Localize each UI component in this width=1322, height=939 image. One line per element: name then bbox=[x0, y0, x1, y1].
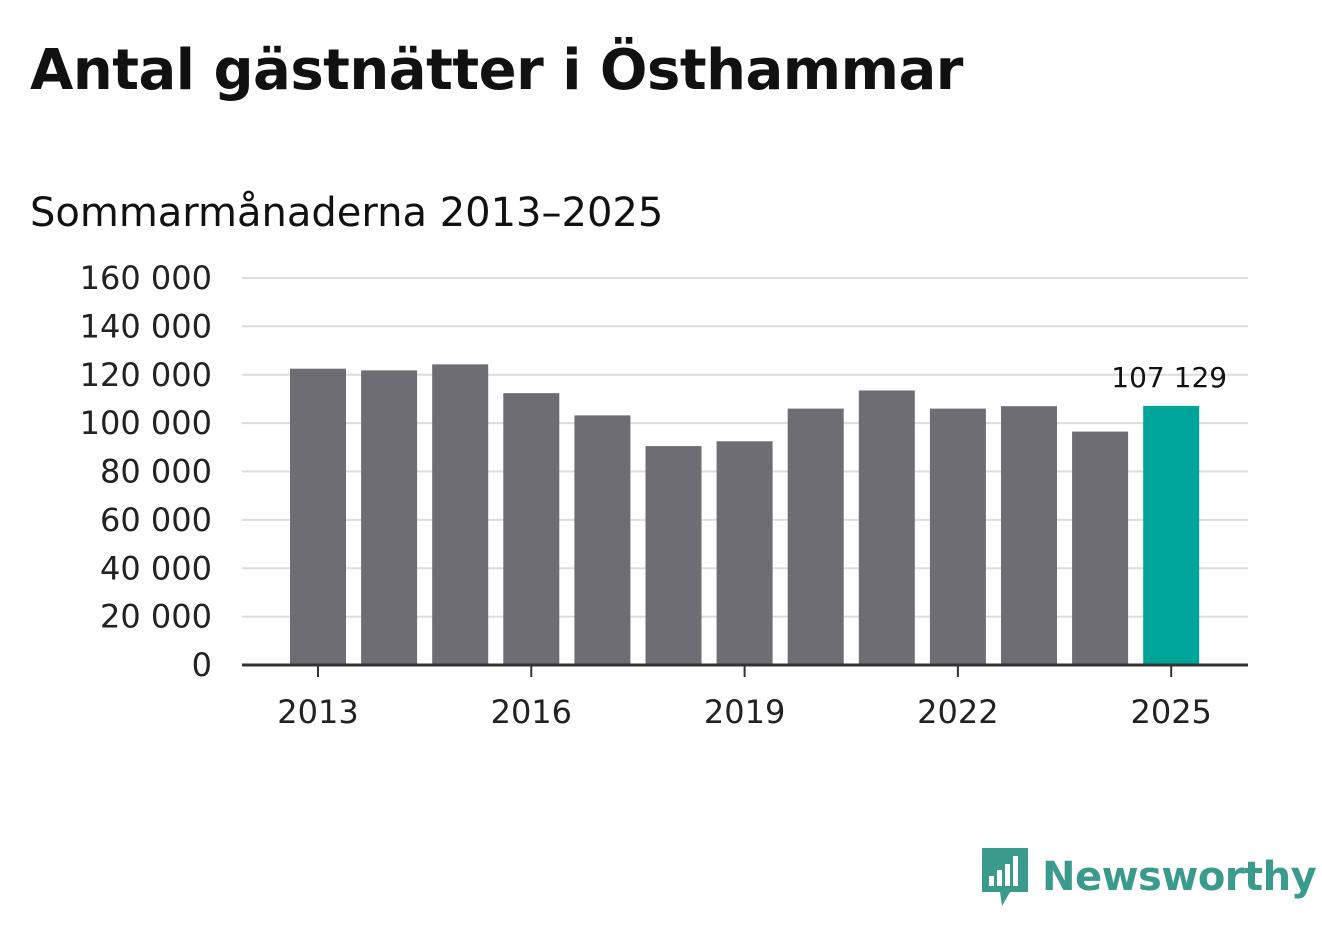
x-axis-ticks: 2013 2016 2019 2022 2025 bbox=[277, 665, 1212, 731]
y-tick-label: 60 000 bbox=[100, 501, 212, 539]
x-tick-label: 2022 bbox=[917, 693, 998, 731]
logo-text: Newsworthy bbox=[1042, 854, 1317, 900]
bar-2014 bbox=[361, 370, 418, 665]
bar-2016 bbox=[503, 393, 560, 665]
bars bbox=[290, 364, 1200, 665]
y-tick-label: 140 000 bbox=[80, 307, 212, 345]
chart-title: Antal gästnätter i Östhammar bbox=[30, 38, 963, 103]
bar-2019 bbox=[716, 441, 773, 665]
x-tick-label: 2025 bbox=[1130, 693, 1211, 731]
chart-subtitle: Sommarmånaderna 2013–2025 bbox=[30, 190, 664, 236]
bar-2025 bbox=[1143, 405, 1200, 665]
bar-2015 bbox=[432, 364, 489, 665]
bar-2024 bbox=[1072, 431, 1129, 665]
data-label-highlight: 107 129 bbox=[1111, 361, 1227, 394]
newsworthy-logo-icon bbox=[982, 848, 1028, 906]
y-tick-label: 20 000 bbox=[100, 598, 212, 636]
y-tick-label: 0 bbox=[192, 646, 212, 684]
y-tick-label: 100 000 bbox=[80, 404, 212, 442]
bar-2020 bbox=[787, 408, 844, 665]
bar-2022 bbox=[929, 408, 986, 665]
data-labels: 107 129 bbox=[1111, 361, 1227, 394]
y-axis-ticks: 0 20 000 40 000 60 000 80 000 100 000 120 000 1… bbox=[80, 259, 212, 684]
x-tick-label: 2016 bbox=[491, 693, 572, 731]
x-tick-label: 2019 bbox=[704, 693, 785, 731]
bar-2017 bbox=[574, 415, 631, 665]
y-tick-label: 160 000 bbox=[80, 259, 212, 297]
y-tick-label: 40 000 bbox=[100, 549, 212, 587]
newsworthy-logo: Newsworthy bbox=[980, 846, 1317, 908]
x-tick-label: 2013 bbox=[277, 693, 358, 731]
bar-2013 bbox=[290, 368, 346, 665]
bar-2023 bbox=[1001, 406, 1057, 665]
y-tick-label: 80 000 bbox=[100, 453, 212, 491]
bar-2021 bbox=[858, 390, 915, 665]
bar-2018 bbox=[645, 446, 702, 665]
y-tick-label: 120 000 bbox=[80, 356, 212, 394]
